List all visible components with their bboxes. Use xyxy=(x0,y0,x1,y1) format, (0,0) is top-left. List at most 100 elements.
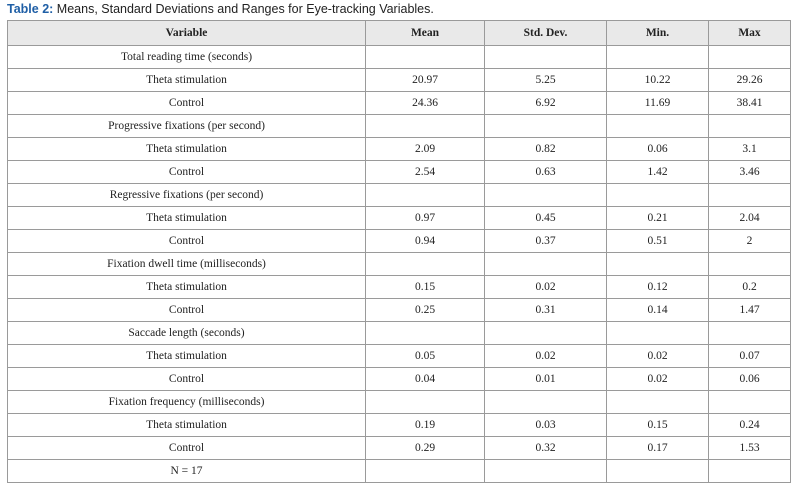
header-cell: Mean xyxy=(365,20,485,46)
value-cell: 0.94 xyxy=(365,229,485,253)
empty-cell xyxy=(484,183,607,207)
value-cell: 0.02 xyxy=(606,367,709,391)
value-cell: 2 xyxy=(708,229,791,253)
value-cell: 0.63 xyxy=(484,160,607,184)
value-cell: 0.25 xyxy=(365,298,485,322)
value-cell: 0.04 xyxy=(365,367,485,391)
value-cell: 3.46 xyxy=(708,160,791,184)
row-label: Theta stimulation xyxy=(7,137,366,161)
value-cell: 0.12 xyxy=(606,275,709,299)
row-label: Progressive fixations (per second) xyxy=(7,114,366,138)
value-cell: 0.19 xyxy=(365,413,485,437)
value-cell: 3.1 xyxy=(708,137,791,161)
empty-cell xyxy=(606,252,709,276)
row-label: Total reading time (seconds) xyxy=(7,45,366,69)
empty-cell xyxy=(365,321,485,345)
value-cell: 0.06 xyxy=(606,137,709,161)
value-cell: 0.2 xyxy=(708,275,791,299)
row-label: Control xyxy=(7,436,366,460)
empty-cell xyxy=(708,183,791,207)
value-cell: 11.69 xyxy=(606,91,709,115)
group-row: Progressive fixations (per second) xyxy=(7,114,791,138)
data-row: Control 24.36 6.92 11.69 38.41 xyxy=(7,91,791,115)
row-label: N = 17 xyxy=(7,459,366,483)
row-label: Theta stimulation xyxy=(7,413,366,437)
caption: Table 2: Means, Standard Deviations and … xyxy=(7,2,434,16)
value-cell: 0.17 xyxy=(606,436,709,460)
empty-cell xyxy=(365,114,485,138)
empty-cell xyxy=(708,114,791,138)
value-cell: 0.07 xyxy=(708,344,791,368)
data-row: Control 0.04 0.01 0.02 0.06 xyxy=(7,367,791,391)
empty-cell xyxy=(606,114,709,138)
value-cell: 2.09 xyxy=(365,137,485,161)
value-cell: 0.05 xyxy=(365,344,485,368)
data-row: Control 0.94 0.37 0.51 2 xyxy=(7,229,791,253)
group-row: Total reading time (seconds) xyxy=(7,45,791,69)
value-cell: 6.92 xyxy=(484,91,607,115)
row-label: Control xyxy=(7,367,366,391)
value-cell: 10.22 xyxy=(606,68,709,92)
value-cell: 0.02 xyxy=(606,344,709,368)
value-cell: 0.51 xyxy=(606,229,709,253)
empty-cell xyxy=(606,183,709,207)
row-label: Saccade length (seconds) xyxy=(7,321,366,345)
data-row: Control 0.29 0.32 0.17 1.53 xyxy=(7,436,791,460)
table-body: Total reading time (seconds) Theta stimul… xyxy=(7,45,791,483)
empty-cell xyxy=(365,390,485,414)
value-cell: 0.15 xyxy=(606,413,709,437)
value-cell: 1.47 xyxy=(708,298,791,322)
group-row: N = 17 xyxy=(7,459,791,483)
value-cell: 0.02 xyxy=(484,275,607,299)
empty-cell xyxy=(606,459,709,483)
value-cell: 0.14 xyxy=(606,298,709,322)
header-cell: Variable xyxy=(7,20,366,46)
empty-cell xyxy=(484,252,607,276)
caption-text: Means, Standard Deviations and Ranges fo… xyxy=(56,2,434,16)
row-label: Theta stimulation xyxy=(7,344,366,368)
value-cell: 29.26 xyxy=(708,68,791,92)
row-label: Theta stimulation xyxy=(7,206,366,230)
empty-cell xyxy=(606,45,709,69)
value-cell: 38.41 xyxy=(708,91,791,115)
value-cell: 0.01 xyxy=(484,367,607,391)
value-cell: 0.32 xyxy=(484,436,607,460)
header-cell: Std. Dev. xyxy=(484,20,607,46)
empty-cell xyxy=(606,321,709,345)
empty-cell xyxy=(708,45,791,69)
row-label: Theta stimulation xyxy=(7,275,366,299)
row-label: Fixation dwell time (milliseconds) xyxy=(7,252,366,276)
header-cell: Max xyxy=(708,20,791,46)
row-label: Control xyxy=(7,160,366,184)
empty-cell xyxy=(484,459,607,483)
empty-cell xyxy=(484,321,607,345)
group-row: Saccade length (seconds) xyxy=(7,321,791,345)
data-row: Control 2.54 0.63 1.42 3.46 xyxy=(7,160,791,184)
value-cell: 1.42 xyxy=(606,160,709,184)
group-row: Fixation dwell time (milliseconds) xyxy=(7,252,791,276)
row-label: Regressive fixations (per second) xyxy=(7,183,366,207)
value-cell: 0.02 xyxy=(484,344,607,368)
data-row: Theta stimulation 0.19 0.03 0.15 0.24 xyxy=(7,413,791,437)
value-cell: 0.97 xyxy=(365,206,485,230)
value-cell: 0.06 xyxy=(708,367,791,391)
empty-cell xyxy=(708,321,791,345)
value-cell: 0.29 xyxy=(365,436,485,460)
empty-cell xyxy=(708,252,791,276)
value-cell: 2.54 xyxy=(365,160,485,184)
empty-cell xyxy=(365,459,485,483)
value-cell: 0.24 xyxy=(708,413,791,437)
value-cell: 0.31 xyxy=(484,298,607,322)
value-cell: 2.04 xyxy=(708,206,791,230)
data-row: Theta stimulation 2.09 0.82 0.06 3.1 xyxy=(7,137,791,161)
value-cell: 5.25 xyxy=(484,68,607,92)
value-cell: 0.37 xyxy=(484,229,607,253)
value-cell: 0.03 xyxy=(484,413,607,437)
empty-cell xyxy=(484,114,607,138)
data-table: Variable Mean Std. Dev. Min. Max Total readi… xyxy=(7,20,791,483)
empty-cell xyxy=(708,459,791,483)
empty-cell xyxy=(365,45,485,69)
row-label: Control xyxy=(7,91,366,115)
empty-cell xyxy=(484,45,607,69)
